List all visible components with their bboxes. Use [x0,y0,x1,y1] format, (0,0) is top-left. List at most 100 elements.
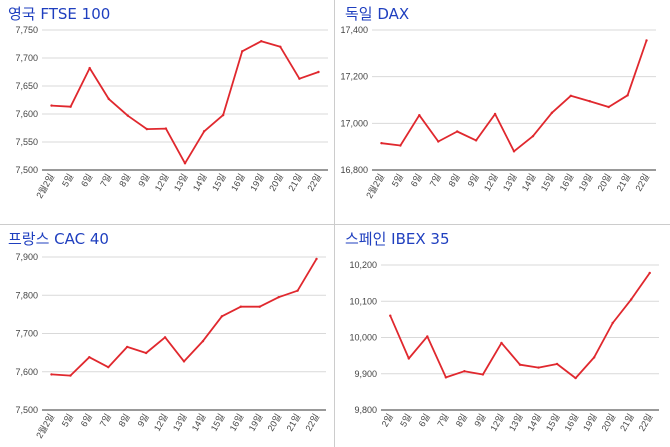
data-point [88,356,91,359]
y-tick-label: 7,900 [15,252,38,262]
x-tick-label: 7일 [98,172,113,189]
chart-panel-cac: 프랑스 CAC 40 7,500 7,600 7,700 7,800 7,900 2월2일 5… [0,225,334,447]
data-point [144,351,148,355]
x-tick-label: 14일 [520,172,538,193]
data-point [456,130,459,133]
x-tick-label: 12일 [482,172,500,193]
y-tick-label: 9,800 [354,405,377,415]
data-point [182,360,186,363]
x-tick-label: 6일 [417,412,432,429]
data-point [463,370,466,373]
data-point [50,373,53,376]
data-point [145,127,149,131]
y-tick-label: 10,000 [349,333,377,343]
x-tick-label: 21일 [615,172,633,193]
data-point [298,77,301,80]
data-point [500,341,503,345]
x-tick-label: 16일 [563,412,581,433]
chart-title: 독일 DAX [345,5,409,23]
x-tick-label: 19일 [581,412,599,433]
data-point [69,105,72,108]
x-tick-label: 2월2일 [33,172,56,201]
x-tick-label: 16일 [229,172,247,193]
x-tick-label: 9일 [136,172,151,189]
x-tick-label: 9일 [466,172,481,189]
x-tick-label: 15일 [209,412,227,433]
data-point [399,144,402,147]
x-tick-label: 20일 [267,172,285,193]
x-tick-label: 12일 [153,172,171,193]
x-tick-label: 22일 [305,172,323,193]
data-point [474,139,478,142]
x-tick-label: 8일 [117,172,132,189]
data-point [239,305,242,308]
y-tick-label: 7,750 [15,25,38,35]
x-tick-label: 22일 [633,172,651,193]
chart-title: 프랑스 CAC 40 [8,230,109,248]
y-tick-label: 16,800 [340,165,368,175]
chart-panel-ftse: 영국 FTSE 100 7,500 7,550 7,600 7,650 7,700 7,75… [0,0,334,224]
y-tick-label: 7,700 [15,53,38,63]
data-point [569,94,572,98]
chart-title: 영국 FTSE 100 [8,5,110,23]
x-tick-label: 9일 [136,412,151,429]
data-point [279,45,282,48]
data-point [512,150,516,153]
y-tick-label: 17,000 [340,118,368,128]
x-tick-label: 16일 [228,412,246,433]
x-tick-label: 16일 [558,172,576,193]
data-point [277,295,280,299]
x-tick-label: 21일 [285,412,303,433]
x-tick-label: 15일 [544,412,562,433]
data-point [626,94,629,97]
data-point [50,104,53,107]
data-point [592,356,596,359]
data-point [426,335,429,338]
data-point [202,130,206,133]
x-tick-label: 20일 [266,412,284,433]
data-point [444,376,448,379]
horizontal-divider [0,224,670,225]
series-line [50,258,318,377]
y-tick-label: 17,200 [340,72,368,82]
x-tick-label: 20일 [596,172,614,193]
data-point [630,298,633,301]
y-tick-label: 7,600 [15,109,38,119]
x-tick-label: 5일 [60,412,75,429]
data-point [550,111,554,115]
data-point [296,289,299,292]
data-point [518,363,522,366]
chart-dax: 독일 DAX 16,800 17,000 17,200 17,400 2월2일 5일 6일 7일… [340,5,656,200]
data-point [407,357,410,360]
x-tick-label: 15일 [210,172,228,193]
y-tick-label: 7,800 [15,290,38,300]
data-point [69,374,72,377]
y-tick-label: 7,500 [15,165,38,175]
chart-title: 스페인 IBEX 35 [345,230,450,248]
x-tick-label: 7일 [428,172,443,189]
x-tick-label: 2일 [380,412,395,429]
x-tick-label: 5일 [60,172,75,189]
series-line [380,39,648,153]
x-tick-label: 14일 [190,412,208,433]
data-point [317,70,320,74]
data-point [126,345,129,349]
data-point [201,339,205,343]
data-point [574,376,577,380]
y-tick-label: 7,550 [15,137,38,147]
x-tick-label: 6일 [79,172,94,189]
x-tick-label: 13일 [172,172,190,193]
x-tick-label: 9일 [472,412,487,429]
x-tick-label: 19일 [248,172,266,193]
data-point [437,140,440,143]
data-point [645,39,648,42]
data-point [537,366,540,369]
x-tick-label: 13일 [501,172,519,193]
x-tick-label: 22일 [637,412,655,433]
y-tick-label: 7,600 [15,367,38,377]
x-tick-label: 12일 [488,412,506,433]
data-point [588,99,591,103]
data-point [107,97,110,101]
x-tick-label: 20일 [600,412,618,433]
chart-ftse: 영국 FTSE 100 7,500 7,550 7,600 7,650 7,700 7,75… [8,5,328,201]
